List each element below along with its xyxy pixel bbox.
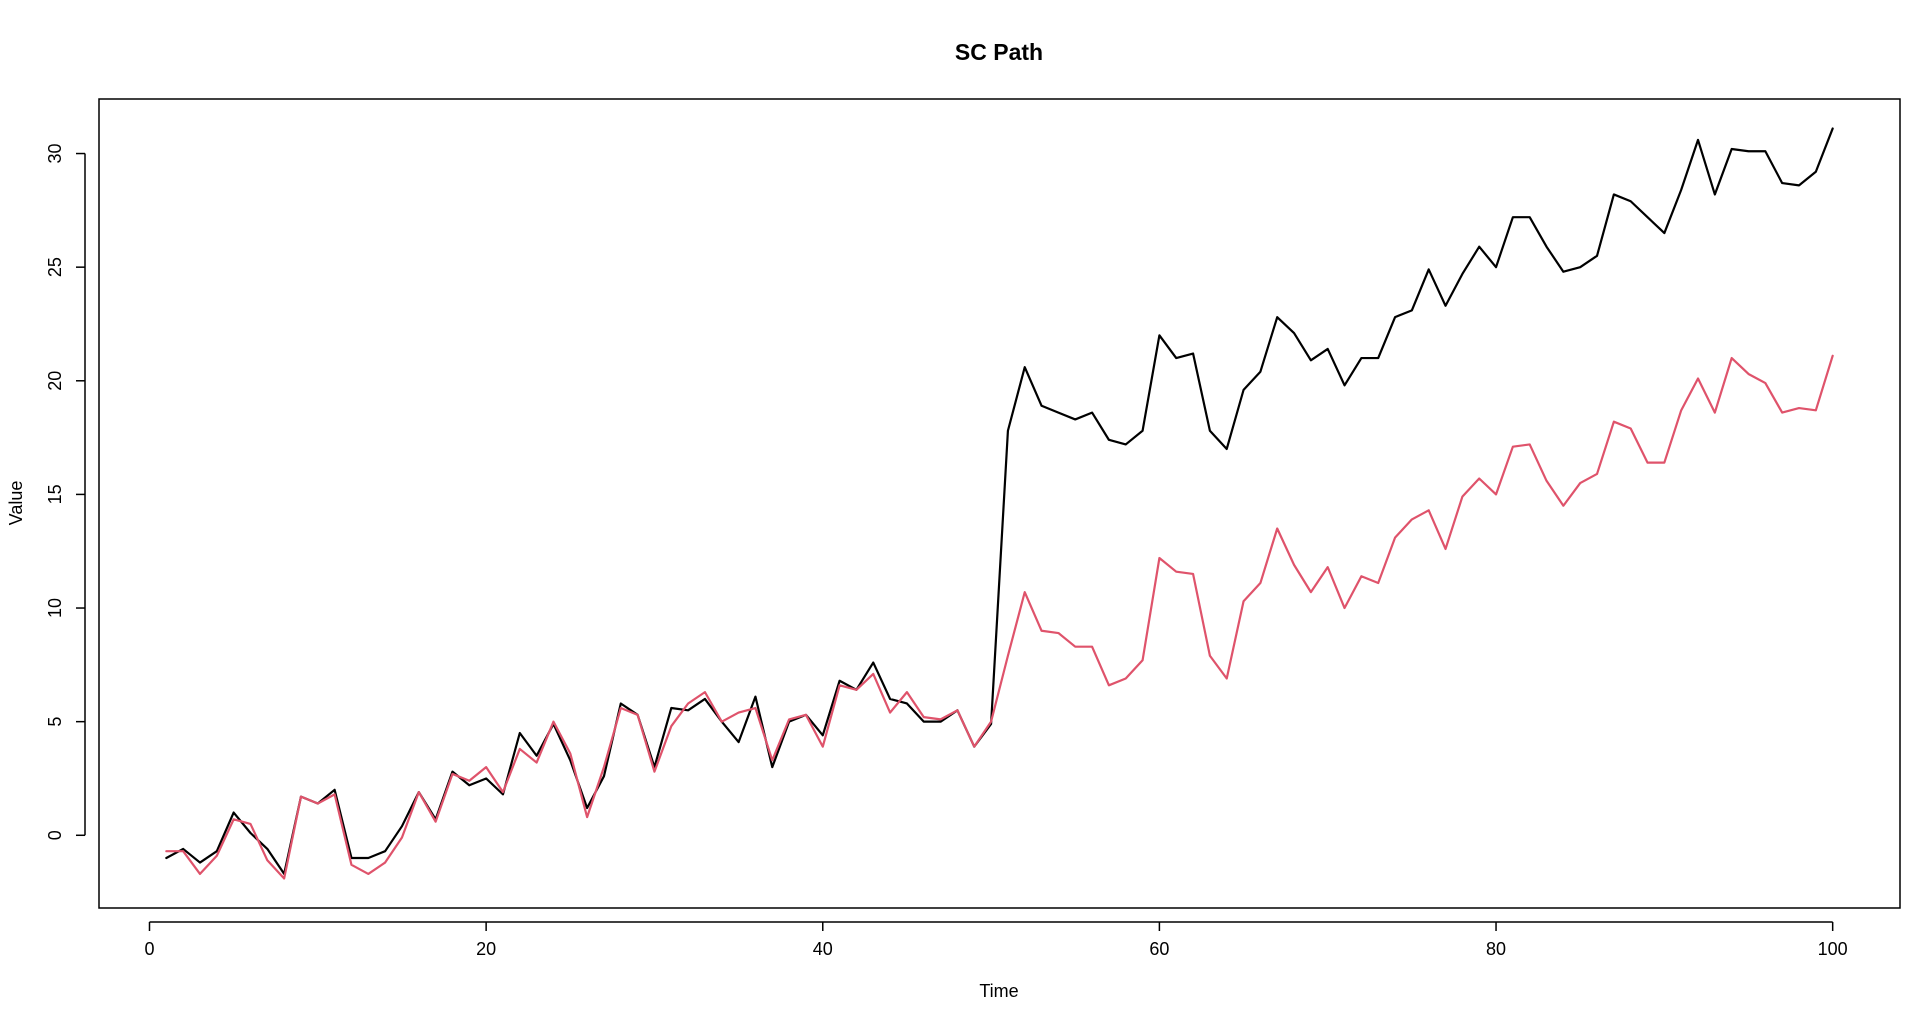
series-line-2 bbox=[165, 354, 1834, 880]
chart-title: SC Path bbox=[955, 39, 1043, 65]
y-axis-label: Value bbox=[6, 481, 26, 526]
y-tick-label: 20 bbox=[45, 371, 65, 391]
x-tick-label: 20 bbox=[476, 939, 496, 959]
y-tick-label: 15 bbox=[45, 484, 65, 504]
y-tick-label: 30 bbox=[45, 144, 65, 164]
series-layer bbox=[165, 127, 1834, 880]
y-axis: 0 5 10 15 20 25 30 bbox=[45, 144, 86, 840]
x-axis-label: Time bbox=[979, 981, 1018, 1001]
x-tick-label: 60 bbox=[1149, 939, 1169, 959]
x-tick-label: 100 bbox=[1818, 939, 1848, 959]
y-tick-label: 25 bbox=[45, 257, 65, 277]
y-tick-label: 0 bbox=[45, 830, 65, 840]
x-tick-label: 40 bbox=[813, 939, 833, 959]
x-tick-label: 0 bbox=[144, 939, 154, 959]
plot-frame bbox=[98, 98, 1901, 909]
y-tick-label: 5 bbox=[45, 717, 65, 727]
x-axis: 0 20 40 60 80 100 bbox=[144, 921, 1848, 959]
y-tick-label: 10 bbox=[45, 598, 65, 618]
x-tick-label: 80 bbox=[1486, 939, 1506, 959]
